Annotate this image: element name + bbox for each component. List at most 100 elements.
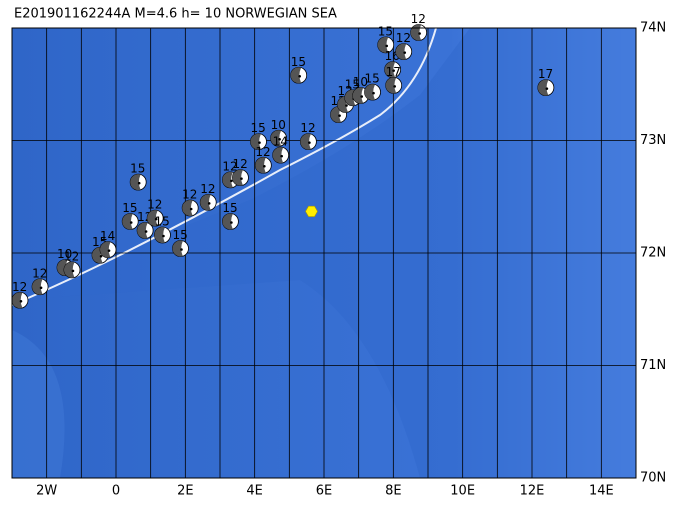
beachball-quadrant	[250, 133, 261, 150]
beachball-center	[360, 95, 364, 98]
depth-label: 12	[32, 266, 47, 280]
x-tick-label: 10E	[450, 484, 475, 499]
depth-label: 15	[291, 55, 306, 69]
focal-mechanism	[121, 213, 139, 230]
focal-mechanism	[384, 61, 402, 79]
beachball-center	[230, 221, 233, 224]
beachball-quadrant	[100, 241, 111, 258]
beachball-quadrant	[290, 67, 302, 84]
beachball-center	[372, 91, 375, 95]
depth-label: 12	[300, 121, 315, 135]
depth-label: 15	[345, 77, 360, 91]
beachball-quadrant	[377, 36, 389, 53]
depth-label: 15	[172, 228, 187, 242]
beachball-quadrant	[395, 43, 407, 60]
beachball-quadrant	[222, 171, 233, 188]
beachball-center	[39, 286, 43, 290]
focal-mechanism	[270, 129, 287, 147]
beachball-center	[338, 114, 341, 117]
y-tick-label: 73N	[640, 133, 666, 148]
focal-mechanism	[537, 79, 555, 97]
beachball-quadrant	[364, 84, 375, 101]
focal-mechanism	[272, 146, 290, 164]
depth-label: 12	[64, 249, 79, 263]
beachball-quadrant	[255, 157, 266, 174]
focal-mechanism	[410, 24, 428, 41]
focal-mechanism	[99, 241, 117, 259]
depth-label: 12	[147, 198, 162, 212]
beachball-center	[107, 249, 111, 252]
x-tick-label: 4E	[246, 484, 263, 499]
depth-label: 12	[411, 12, 426, 26]
focal-mechanism	[254, 156, 272, 174]
beachball-quadrant	[122, 213, 133, 230]
beachball-center	[280, 154, 283, 158]
depth-label: 15	[130, 162, 145, 176]
beachball-quadrant	[272, 147, 284, 164]
focal-mechanism	[364, 83, 381, 101]
focal-mechanism	[181, 199, 199, 217]
focal-mechanism	[199, 193, 217, 211]
beachball-center	[308, 141, 311, 144]
beachball-quadrant	[172, 240, 183, 257]
focal-mechanism	[136, 222, 154, 239]
map-title: E201901162244A M=4.6 h= 10 NORWEGIAN SEA	[14, 7, 337, 22]
beachball-quadrant	[32, 278, 43, 295]
x-tick-label: 8E	[385, 484, 402, 499]
depth-label: 15	[122, 201, 137, 215]
depth-label: 15	[378, 24, 393, 38]
focal-mechanism	[395, 43, 413, 61]
depth-label: 12	[222, 159, 237, 173]
focal-mechanism	[129, 173, 147, 191]
focal-mechanism	[31, 278, 49, 296]
depth-label: 14	[273, 135, 288, 149]
depth-label: 15	[250, 121, 265, 135]
beachball-quadrant	[154, 227, 165, 243]
beachball-center	[258, 141, 261, 144]
beachball-quadrant	[147, 210, 158, 227]
beachball-center	[129, 221, 133, 224]
focal-mechanism	[221, 213, 239, 230]
beachball-center	[298, 74, 301, 78]
depth-label: 10	[271, 118, 286, 132]
focal-mechanism	[154, 226, 171, 244]
beachball-center	[162, 234, 165, 238]
beachball-quadrant	[410, 24, 422, 41]
beachball-quadrant	[130, 174, 141, 191]
beachball-center	[278, 137, 281, 141]
y-tick-label: 74N	[640, 21, 666, 36]
beachball-center	[240, 177, 243, 180]
beachball-center	[207, 202, 211, 205]
focal-mechanism	[63, 261, 81, 279]
beachball-quadrant	[385, 77, 397, 94]
depth-label: 15	[365, 72, 380, 86]
bathymetry	[12, 330, 65, 478]
x-tick-label: 6E	[316, 484, 333, 499]
beachball-center	[154, 217, 158, 221]
beachball-quadrant	[384, 61, 396, 78]
beachball-center	[418, 32, 421, 35]
beachball-center	[230, 179, 233, 183]
beachball-center	[71, 269, 75, 273]
beachball-center	[393, 85, 396, 88]
depth-label: 10	[353, 75, 368, 89]
focal-mechanism	[232, 169, 249, 187]
focal-mechanism	[385, 76, 403, 94]
beachball-quadrant	[352, 87, 364, 104]
depth-label: 14	[100, 229, 115, 243]
depth-label: 12	[232, 157, 247, 171]
focal-mechanism	[299, 133, 317, 151]
focal-mechanism	[221, 171, 239, 189]
beachball-center	[144, 230, 148, 233]
beachball-center	[392, 69, 395, 72]
beachball-center	[137, 181, 141, 185]
y-tick-label: 71N	[640, 358, 666, 373]
beachball-center	[385, 44, 389, 48]
beachball-center	[99, 254, 103, 258]
x-tick-label: 14E	[589, 484, 614, 499]
beachball-center	[545, 87, 549, 90]
beachball-quadrant	[232, 169, 243, 186]
depth-label: 12	[12, 280, 27, 294]
depth-label: 12	[255, 145, 270, 159]
focal-mechanism	[146, 209, 164, 227]
